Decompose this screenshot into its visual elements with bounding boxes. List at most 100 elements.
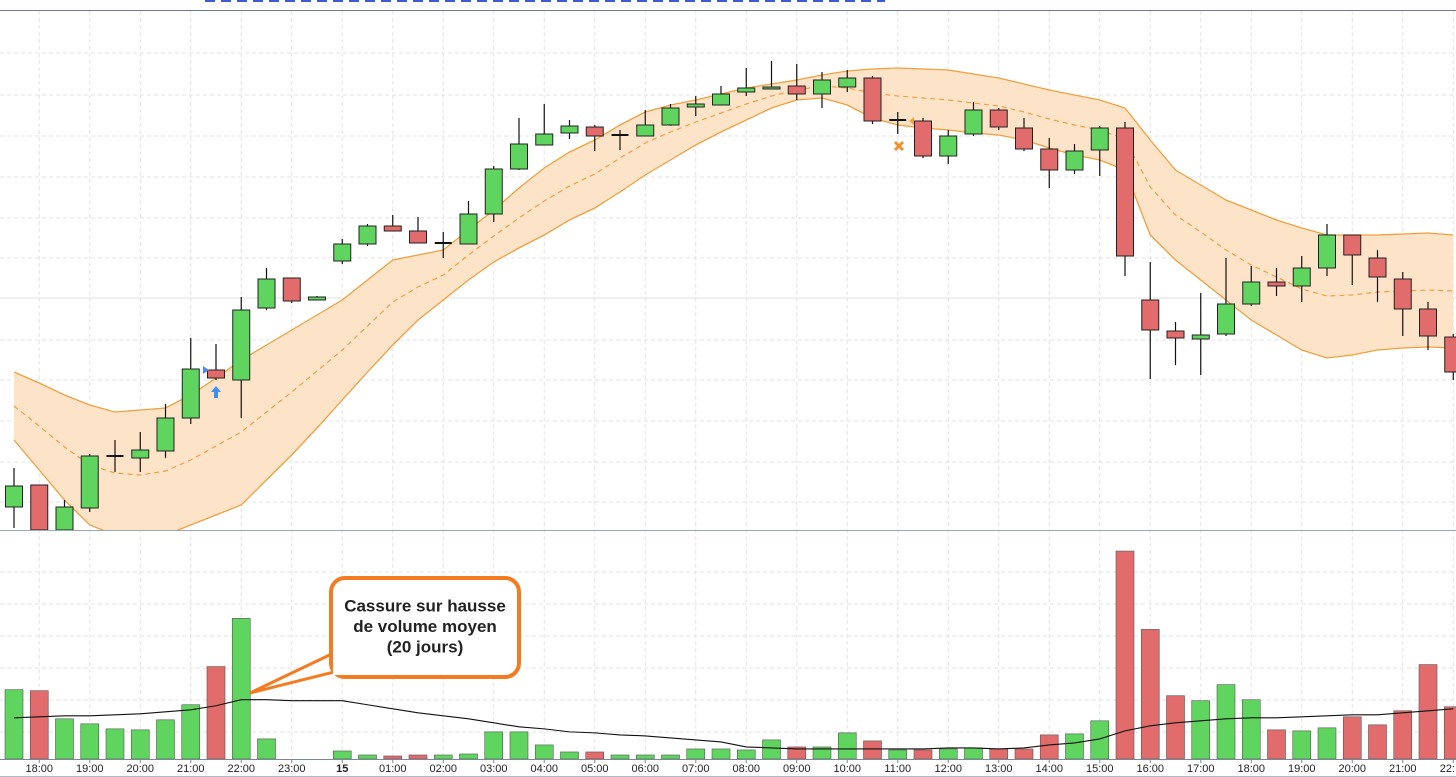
candle-body <box>813 79 831 95</box>
x-axis-labels: 18:00 19:00 20:00 21:00 22:00 23:00 15 01:00 02:… <box>25 759 1455 775</box>
candle-body <box>409 230 427 244</box>
candle-body <box>1292 267 1311 287</box>
candle-body <box>308 296 326 301</box>
x-tick-label: 19:00 <box>76 763 104 775</box>
candle-body <box>1242 281 1261 305</box>
volume-bar <box>29 690 49 760</box>
volume-bar <box>913 749 933 760</box>
signal-triangle <box>203 366 209 374</box>
candles <box>5 61 1456 530</box>
candle-body <box>181 368 200 419</box>
signal-markers <box>203 117 914 398</box>
x-tick-label: 15:00 <box>1086 763 1114 775</box>
upper-band <box>13 67 1454 413</box>
volume-bar <box>1216 684 1236 760</box>
volume-bar <box>55 718 74 760</box>
band-fill <box>14 68 1454 530</box>
volume-bar <box>762 739 781 760</box>
volume-bar <box>560 751 579 760</box>
candle-body <box>686 103 705 108</box>
volume-bar <box>181 704 201 760</box>
candle-body <box>889 119 907 121</box>
volume-bar <box>80 723 100 760</box>
x-tick-label: 22:00 <box>227 763 255 775</box>
candle-body <box>989 109 1008 128</box>
x-tick-label: 16:00 <box>1136 763 1164 775</box>
x-tick-label: 20:00 <box>126 763 154 775</box>
volume-bar <box>484 731 504 760</box>
x-tick-label: 04:00 <box>530 763 558 775</box>
candle-body <box>1267 281 1286 287</box>
lower-band <box>13 97 1454 530</box>
volume-bar <box>130 729 150 760</box>
x-tick-label: 13:00 <box>985 763 1013 775</box>
callout-pointer-mask <box>333 645 355 675</box>
candle-body <box>914 120 932 157</box>
x-tick-label: 14:00 <box>1035 763 1063 775</box>
candle-body <box>712 93 730 106</box>
x-tick-label: 06:00 <box>631 763 659 775</box>
candle-body <box>535 133 554 146</box>
candle-body <box>1065 150 1084 171</box>
candle-body <box>510 143 528 170</box>
volume-bar <box>156 719 175 760</box>
volume-bar <box>383 755 403 760</box>
candle-body <box>762 86 781 90</box>
candle-body <box>1166 330 1185 339</box>
volume-bar <box>661 754 680 760</box>
x-tick-label: 18:00 <box>1237 763 1265 775</box>
candle-body <box>30 484 49 530</box>
volume-bar <box>257 738 276 760</box>
volume-bar <box>1065 733 1084 760</box>
volume-bar <box>964 747 983 760</box>
volume-bar <box>231 618 251 760</box>
volume-bar <box>433 754 453 760</box>
middle-band <box>13 85 1454 476</box>
volume-bar <box>1115 550 1135 760</box>
exit-triangle <box>909 117 914 125</box>
candle-body <box>55 506 74 530</box>
candle-body <box>1217 303 1235 335</box>
volume-bar <box>1292 730 1312 760</box>
candle-body <box>1368 257 1387 278</box>
candle-body <box>863 77 882 122</box>
x-tick-label: 12:00 <box>934 763 962 775</box>
volume-bar <box>585 751 605 760</box>
volume-bar <box>610 754 630 760</box>
candle-body <box>560 125 579 134</box>
candle-body <box>459 213 478 245</box>
x-tick-label: 11:00 <box>884 763 911 775</box>
candle-body <box>1191 334 1210 340</box>
candle-body <box>1318 234 1336 269</box>
volume-bar <box>4 689 24 760</box>
candle-body <box>257 278 276 309</box>
x-tick-label: 22: <box>1440 763 1455 775</box>
candle-body <box>787 85 806 95</box>
callout-box <box>329 576 521 679</box>
candle-body <box>484 168 503 215</box>
candle-body <box>232 309 251 381</box>
volume-bar <box>837 732 857 760</box>
candle-body <box>585 126 604 137</box>
candle-body <box>1343 234 1362 256</box>
volume-bar <box>989 748 1009 760</box>
candle-body <box>383 225 402 232</box>
volume-bar <box>1039 734 1059 760</box>
candle-body <box>282 277 301 302</box>
x-tick-label: 09:00 <box>783 763 811 775</box>
volume-bar <box>459 753 478 760</box>
x-tick-label: 20:00 <box>1338 763 1366 775</box>
volume-bar <box>358 754 377 760</box>
volume-bar <box>1368 724 1387 760</box>
volume-bar <box>1317 727 1337 760</box>
candle-body <box>131 449 150 459</box>
x-tick-label: 02:00 <box>429 763 457 775</box>
volume-bar <box>1140 629 1160 760</box>
bollinger-bands <box>13 67 1454 530</box>
candle-body <box>1141 299 1160 331</box>
volume-bar <box>1191 700 1211 760</box>
candle-body <box>5 485 23 508</box>
candle-body <box>156 417 175 452</box>
